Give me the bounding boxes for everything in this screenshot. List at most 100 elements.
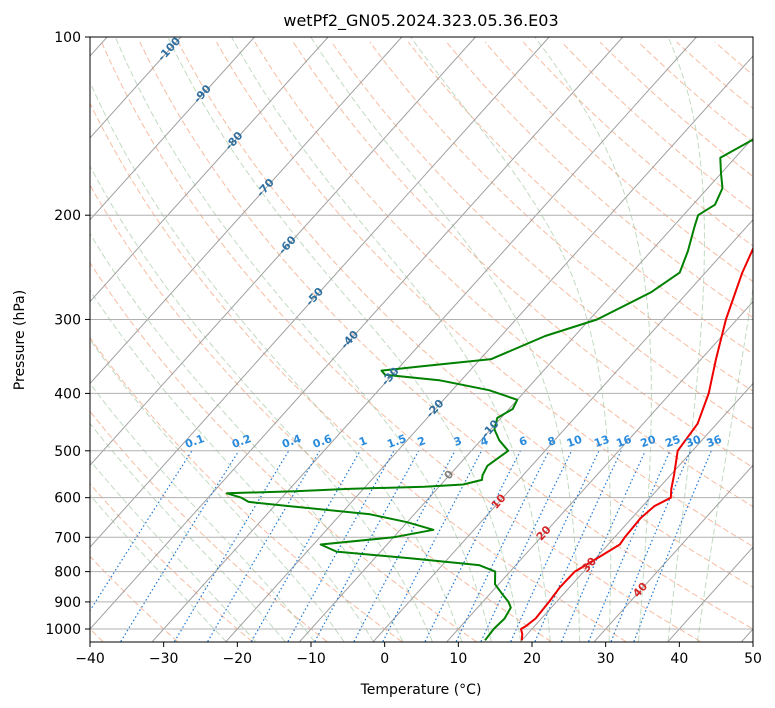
isotherm-line xyxy=(446,300,753,642)
mixing-ratio-label: 0.2 xyxy=(230,432,253,451)
y-tick-label: 400 xyxy=(54,386,81,402)
dry-adiabat-line xyxy=(90,102,627,642)
isotherm-line xyxy=(90,37,255,221)
y-tick-label: 500 xyxy=(54,444,81,460)
isotherm-line xyxy=(90,37,329,303)
mixing-ratio-label: 0.1 xyxy=(183,432,206,451)
y-tick-label: 600 xyxy=(54,491,81,507)
x-tick-label: 50 xyxy=(744,651,762,667)
moist-adiabat-line xyxy=(90,422,286,642)
mixing-ratio-line xyxy=(424,450,521,642)
moist-adiabat-line xyxy=(231,37,551,642)
moist-adiabat-line xyxy=(90,165,433,642)
mixing-ratio-label: 13 xyxy=(592,433,611,450)
dry-adiabat-line xyxy=(331,41,753,430)
mixing-ratio-label: 0.6 xyxy=(311,432,334,451)
dry-adiabat-line xyxy=(90,336,402,642)
mixing-ratio-label: 30 xyxy=(684,433,703,451)
y-tick-label: 800 xyxy=(54,565,81,581)
x-tick-label: −20 xyxy=(223,651,253,667)
y-tick-label: 700 xyxy=(54,530,81,546)
mixing-ratio-label: 10 xyxy=(565,433,584,451)
mixing-ratio-label: 3 xyxy=(452,434,464,449)
mixing-ratio-label: 16 xyxy=(614,433,633,451)
mixing-ratio-label: 36 xyxy=(705,433,724,451)
x-tick-label: 30 xyxy=(597,651,615,667)
mixing-ratio-label: 0.4 xyxy=(280,432,303,451)
x-tick-label: −10 xyxy=(296,651,326,667)
plot-frame xyxy=(89,36,754,643)
isotherm-line xyxy=(594,464,753,642)
mixing-ratio-label: 1 xyxy=(357,434,369,449)
dry-adiabat-line xyxy=(446,41,753,319)
mixing-ratio-line xyxy=(314,450,420,642)
temperature-line xyxy=(520,246,753,641)
x-tick-label: 0 xyxy=(380,651,389,667)
y-tick-label: 900 xyxy=(54,595,81,611)
mixing-ratio-label: 4 xyxy=(479,434,491,449)
mixing-ratio-line xyxy=(120,450,240,642)
mixing-ratio-label: 1.5 xyxy=(385,432,408,451)
x-tick-label: 10 xyxy=(449,651,467,667)
dry-adiabat-line xyxy=(139,41,753,630)
y-tick-label: 200 xyxy=(54,208,81,224)
dewpoint-line xyxy=(225,138,753,641)
dry-adiabat-line xyxy=(90,261,477,642)
mixing-ratio-line xyxy=(90,450,193,612)
dry-adiabat-line xyxy=(177,41,753,588)
mixing-ratio-line xyxy=(610,450,692,642)
moist-adiabat-line xyxy=(534,37,652,642)
y-tick-label: 1000 xyxy=(45,622,81,638)
reference-lines xyxy=(90,37,753,642)
mixing-ratio-line xyxy=(588,450,671,642)
y-tick-label: 300 xyxy=(54,312,81,328)
y-axis-ticks: 100 200 300 400 500 600 700 800 900 1000 xyxy=(45,30,90,638)
moist-adiabat-line xyxy=(310,37,581,642)
isotherm-line xyxy=(90,37,550,548)
pressure-gridlines xyxy=(90,37,753,630)
moist-adiabat-line xyxy=(90,80,463,642)
mixing-ratio-label: 20 xyxy=(639,433,658,451)
moist-adiabat-line xyxy=(90,382,315,642)
dry-adiabat-line xyxy=(254,41,753,508)
dry-adiabat-line xyxy=(407,41,753,355)
mixing-ratio-line xyxy=(560,450,646,642)
isotherm-line xyxy=(90,37,476,467)
moist-adiabat-line xyxy=(410,37,612,642)
mixing-ratio-label: 25 xyxy=(663,433,682,450)
mixing-ratio-label: 6 xyxy=(517,434,529,449)
dry-adiabat-line xyxy=(292,41,753,469)
x-tick-label: 20 xyxy=(523,651,541,667)
isotherm-line xyxy=(152,37,697,642)
moist-adiabat-line xyxy=(90,289,374,642)
mixing-ratio-line xyxy=(287,450,395,642)
moist-adiabat-line xyxy=(90,494,227,642)
moist-adiabat-line xyxy=(167,37,522,642)
x-axis-label: Temperature (°C) xyxy=(360,682,482,698)
isotherm-line xyxy=(299,137,753,642)
isotherm-line xyxy=(225,55,753,642)
moist-adiabat-line xyxy=(90,338,345,642)
isotherm-line xyxy=(520,382,753,642)
x-tick-label: −40 xyxy=(75,651,105,667)
isotherm-line xyxy=(90,37,624,630)
chart-title: wetPf2_GN05.2024.323.05.36.E03 xyxy=(283,11,558,31)
profile-series xyxy=(225,138,753,641)
dry-adiabat-line xyxy=(90,184,552,642)
moist-adiabat-line xyxy=(667,37,705,642)
mixing-ratio-label: 8 xyxy=(546,434,558,449)
dry-adiabat-line xyxy=(90,483,253,642)
x-tick-label: 40 xyxy=(670,651,688,667)
y-tick-label: 100 xyxy=(54,30,81,46)
moist-adiabat-line xyxy=(697,284,753,642)
moist-adiabat-line xyxy=(90,459,256,642)
mixing-ratio-line xyxy=(534,450,622,642)
mixing-ratio-label: 2 xyxy=(416,434,428,449)
isotherm-line xyxy=(90,37,403,385)
x-tick-label: −30 xyxy=(149,651,179,667)
mixing-ratio-line xyxy=(633,450,712,642)
x-axis-ticks: −40 −30 −20 −10 0 10 20 30 40 50 xyxy=(75,642,762,667)
y-axis-label: Pressure (hPa) xyxy=(12,290,28,390)
isotherm-line xyxy=(373,218,753,642)
